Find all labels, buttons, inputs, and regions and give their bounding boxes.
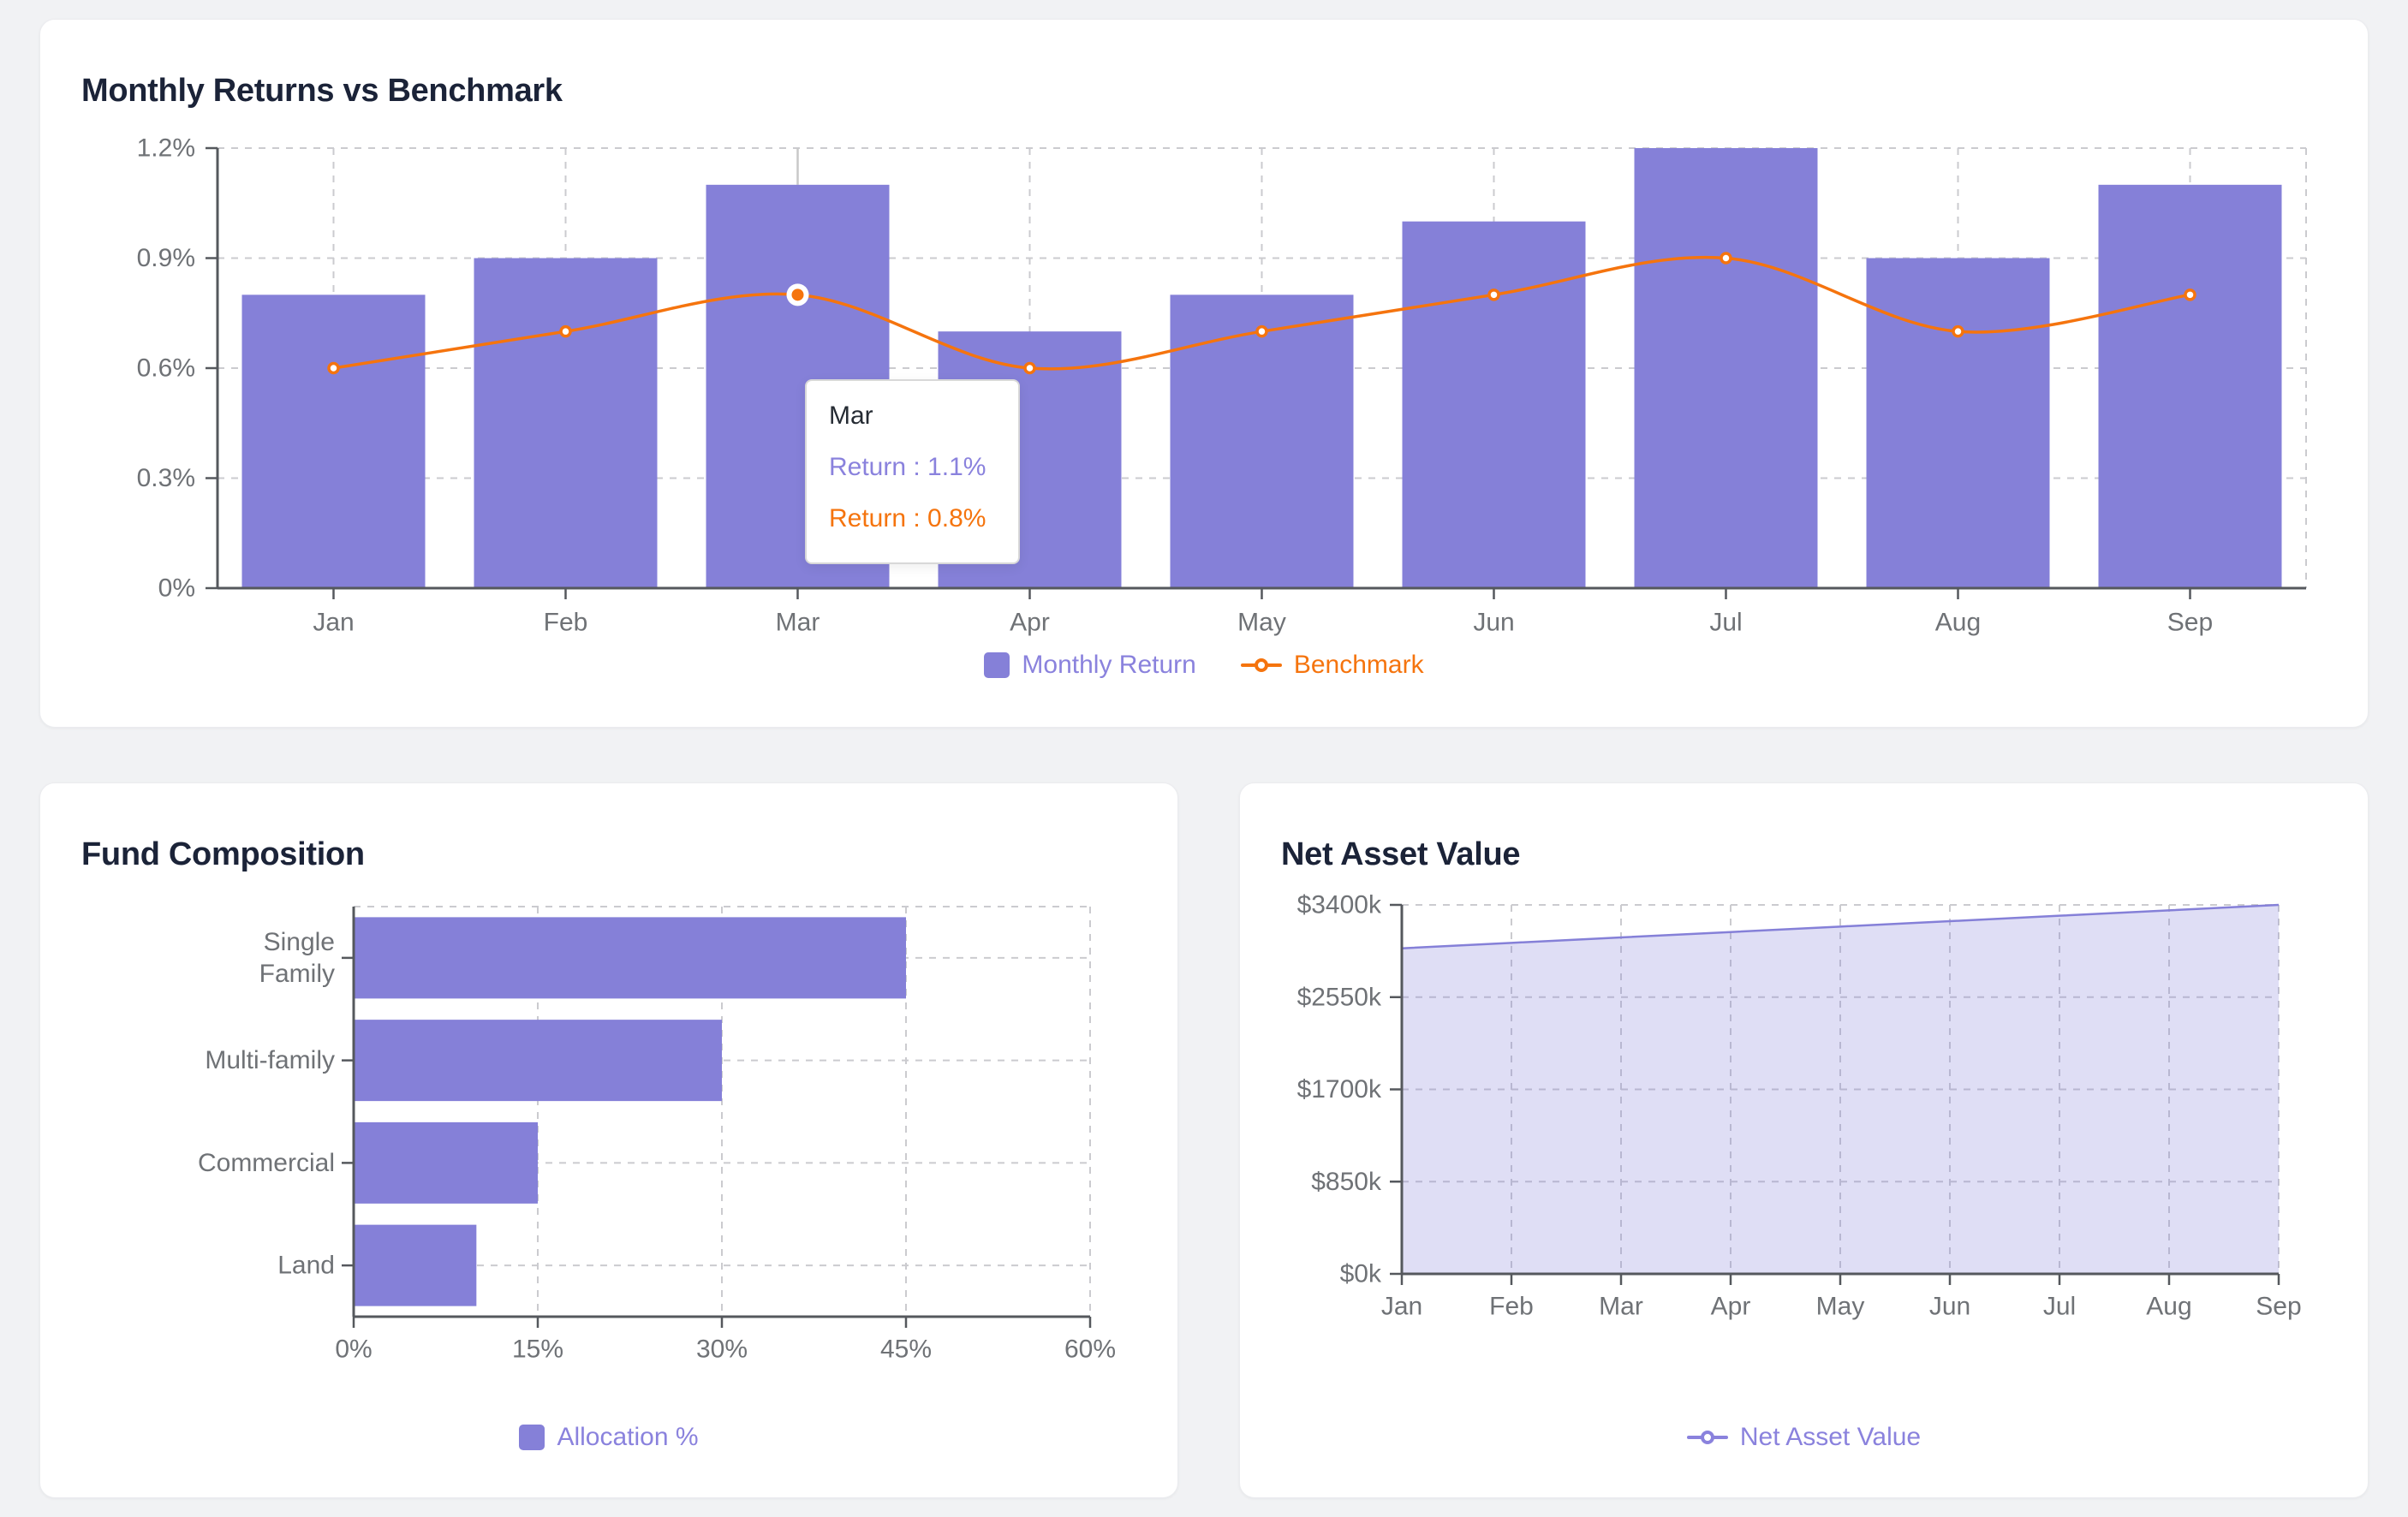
tooltip-return-line: Return : 1.1% (829, 453, 986, 481)
monthly-return-bar[interactable] (1866, 258, 2050, 589)
axis-label: Jul (2043, 1293, 2076, 1321)
card-net-asset-value: $0k $850k $1700k $2550k $3400k Jan Feb Mar Apr Ma… (1239, 782, 2369, 1498)
net-asset-value-line (1401, 903, 2280, 949)
axis-label: 15% (512, 1336, 563, 1364)
net-asset-value-svg: $0k $850k $1700k $2550k $3400k Jan Feb Mar Apr Ma… (1297, 891, 2302, 1321)
axis-label: Jul (1709, 609, 1742, 637)
axis-label: 45% (880, 1336, 932, 1364)
axis-label: 0% (158, 574, 195, 603)
line-swatch-icon (1686, 1431, 1728, 1444)
axis-label: Jun (1473, 609, 1514, 637)
benchmark-point-active[interactable] (791, 289, 804, 301)
bar-swatch-icon (984, 652, 1010, 678)
legend-item-monthly-return[interactable]: Monthly Return (984, 646, 1196, 684)
monthly-return-bar[interactable] (241, 294, 426, 588)
legend-monthly-returns: Monthly Return Benchmark (40, 646, 2368, 684)
axis-label: 60% (1064, 1336, 1116, 1364)
benchmark-point[interactable] (1720, 252, 1732, 265)
card-title-fund-composition: Fund Composition (81, 836, 365, 872)
axis-label: Apr (1711, 1293, 1751, 1321)
axis-label: $1700k (1297, 1075, 1382, 1104)
allocation-bar[interactable] (354, 917, 906, 999)
monthly-returns-chart[interactable]: 0% 0.3% 0.6% 0.9% 1.2% Jan Feb Mar Apr May Jun Jul A… (40, 20, 2368, 727)
legend-label-net-asset-value: Net Asset Value (1739, 1423, 1922, 1451)
axis-label: May (1816, 1293, 1865, 1321)
monthly-return-bar[interactable] (474, 258, 658, 589)
allocation-bar[interactable] (354, 1121, 538, 1204)
benchmark-point[interactable] (1023, 361, 1036, 375)
axis-label: 30% (696, 1336, 748, 1364)
axis-label: $850k (1311, 1168, 1382, 1196)
allocation-bar[interactable] (354, 1020, 722, 1102)
axis-label: Jun (1929, 1293, 1970, 1321)
axis-label: Apr (1010, 609, 1050, 637)
benchmark-point[interactable] (327, 361, 340, 375)
legend-net-asset-value: Net Asset Value (1240, 1419, 2368, 1456)
monthly-return-bar[interactable] (1402, 221, 1586, 588)
fund-composition-svg: 0% 15% 30% 45% 60% Single Family Multi-family Co… (198, 906, 1116, 1364)
axis-label: $3400k (1297, 891, 1382, 919)
axis-label: 0.3% (137, 464, 195, 492)
axis-label: 0% (335, 1336, 372, 1364)
axis-label: Mar (1599, 1293, 1643, 1321)
axis-label: Feb (544, 609, 588, 637)
card-title-monthly-returns: Monthly Returns vs Benchmark (81, 73, 563, 109)
net-asset-value-chart[interactable]: $0k $850k $1700k $2550k $3400k Jan Feb Mar Apr Ma… (1240, 783, 2368, 1497)
line-dot-icon (1700, 1431, 1714, 1444)
card-fund-composition: 0% 15% 30% 45% 60% Single Family Multi-family Co… (39, 782, 1178, 1498)
legend-label-monthly-return: Monthly Return (1022, 651, 1196, 679)
line-swatch-icon (1240, 658, 1282, 672)
axis-label: Sep (2256, 1293, 2301, 1321)
tooltip-benchmark-line: Return : 0.8% (829, 504, 986, 532)
axis-label: Single (264, 928, 335, 956)
tooltip-title: Mar (829, 402, 873, 430)
allocation-bar[interactable] (354, 1224, 477, 1306)
benchmark-point[interactable] (559, 324, 572, 338)
monthly-return-bar[interactable] (1170, 294, 1354, 588)
line-dot-icon (1254, 658, 1268, 672)
axis-label: 0.6% (137, 354, 195, 383)
axis-label: $0k (1340, 1260, 1382, 1288)
chart-tooltip: Mar Return : 1.1% Return : 0.8% (805, 379, 1020, 564)
monthly-returns-svg: 0% 0.3% 0.6% 0.9% 1.2% Jan Feb Mar Apr May Jun Jul A… (137, 134, 2307, 637)
axis-label: Sep (2167, 609, 2213, 637)
benchmark-point[interactable] (2184, 289, 2196, 301)
axis-label: Aug (1935, 609, 1981, 637)
axis-label: Feb (1489, 1293, 1534, 1321)
bar-swatch-icon (519, 1425, 545, 1450)
legend-fund-composition: Allocation % (40, 1419, 1177, 1456)
card-title-net-asset-value: Net Asset Value (1281, 836, 1521, 872)
monthly-return-bar[interactable] (1634, 148, 1818, 588)
benchmark-point[interactable] (1952, 324, 1964, 338)
axis-label: $2550k (1297, 983, 1382, 1011)
axis-label: Multi-family (205, 1046, 335, 1074)
axis-label: Commercial (198, 1149, 335, 1177)
legend-label-benchmark: Benchmark (1293, 651, 1424, 679)
axis-label: Aug (2146, 1293, 2191, 1321)
benchmark-point[interactable] (1487, 289, 1500, 301)
fund-composition-chart[interactable]: 0% 15% 30% 45% 60% Single Family Multi-family Co… (40, 783, 1177, 1497)
net-asset-value-area[interactable] (1402, 905, 2279, 1274)
axis-label: Family (259, 960, 335, 988)
axis-label: Jan (313, 609, 354, 637)
axis-label: May (1237, 609, 1286, 637)
axis-label: Jan (1381, 1293, 1422, 1321)
axis-label: 0.9% (137, 244, 195, 272)
card-monthly-returns: 0% 0.3% 0.6% 0.9% 1.2% Jan Feb Mar Apr May Jun Jul A… (39, 19, 2369, 728)
axis-label: 1.2% (137, 134, 195, 163)
benchmark-point[interactable] (1255, 324, 1268, 338)
legend-item-net-asset-value[interactable]: Net Asset Value (1686, 1419, 1922, 1456)
monthly-return-bar[interactable] (2098, 184, 2282, 589)
legend-label-allocation: Allocation % (557, 1423, 699, 1451)
axis-label: Mar (776, 609, 820, 637)
legend-item-allocation[interactable]: Allocation % (519, 1419, 699, 1456)
axis-label: Land (277, 1252, 335, 1280)
legend-item-benchmark[interactable]: Benchmark (1240, 646, 1424, 684)
